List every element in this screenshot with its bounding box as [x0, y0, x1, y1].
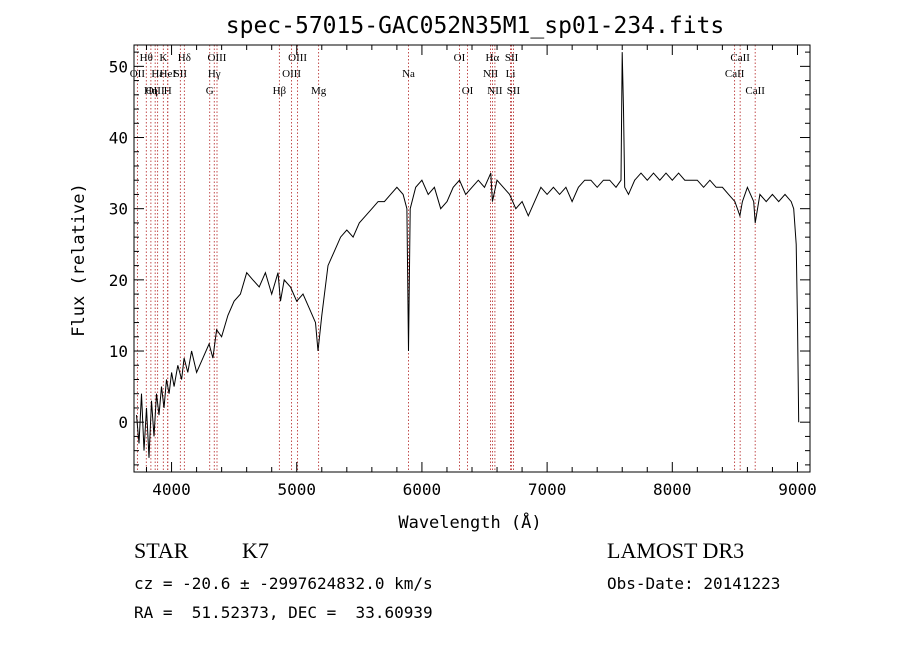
observation-date: Obs-Date: 20141223 [607, 574, 781, 593]
line-label-25: Li [506, 68, 516, 80]
line-label-10: SII [174, 68, 188, 80]
line-label-15: OI [454, 52, 466, 64]
line-label-17: Mg [311, 85, 327, 97]
x-tick-label-0: 4000 [152, 480, 191, 499]
spectrum-series-line [136, 52, 800, 458]
line-label-20: OI [462, 85, 474, 97]
y-tick-label-0: 0 [118, 413, 128, 432]
chart-title: spec-57015-GAC052N35M1_sp01-234.fits [226, 13, 725, 39]
y-tick-label-3: 30 [109, 200, 128, 219]
line-label-8: H [164, 85, 172, 97]
line-label-7: HeI [160, 68, 177, 80]
y-tick-label-1: 10 [109, 342, 128, 361]
x-tick-label-2: 6000 [403, 480, 442, 499]
line-label-19: Na [402, 68, 415, 80]
redshift-readout: cz = -20.6 ± -2997624832.0 km/s [134, 574, 433, 593]
x-tick-label-1: 5000 [277, 480, 316, 499]
x-axis-label: Wavelength (Å) [398, 511, 541, 533]
line-label-23: NII [487, 85, 503, 97]
coordinates-readout: RA = 51.52373, DEC = 33.60939 [134, 603, 433, 622]
plot-frame [133, 44, 811, 473]
line-label-6: Hδ [178, 52, 191, 64]
y-tick-label-4: 40 [109, 129, 128, 148]
line-label-12: OIII [288, 52, 307, 64]
y-axis-ticks: 0 10 20 30 40 50 [109, 51, 810, 466]
line-label-2: OIII [146, 85, 165, 97]
line-label-26: SII [507, 85, 521, 97]
line-label-18: Hα [486, 52, 500, 64]
line-label-1: OII [130, 68, 146, 80]
line-label-9: OIII [208, 52, 227, 64]
line-label-4: Hε [151, 68, 164, 80]
y-tick-label-2: 20 [109, 271, 128, 290]
x-axis-ticks: 4000 5000 6000 7000 8000 9000 [146, 45, 817, 499]
line-label-13: Hγ [208, 68, 221, 80]
x-tick-label-4: 8000 [653, 480, 692, 499]
line-label-14: Hβ [273, 85, 287, 97]
line-label-22: NII [483, 68, 499, 80]
spectral-line-markers [136, 45, 756, 472]
line-label-16: OIII [282, 68, 301, 80]
line-label-0: Hθ [140, 52, 153, 64]
line-label-28: CaII [745, 85, 765, 97]
survey-name: LAMOST DR3 [607, 538, 745, 563]
y-axis-label: Flux (relative) [69, 183, 89, 337]
object-class: STAR [134, 538, 189, 563]
line-label-3: K [159, 52, 167, 64]
x-tick-label-5: 9000 [778, 480, 817, 499]
line-label-24: CaII [730, 52, 750, 64]
spectral-line-labels: HθOIIOIIIKHεHηHδHeIHOIIISIIGOIIIHγHβOIOI… [130, 52, 766, 97]
line-label-27: CaII [725, 68, 745, 80]
x-tick-label-3: 7000 [528, 480, 567, 499]
line-label-5: Hη [144, 85, 158, 97]
line-label-21: SII [505, 52, 519, 64]
object-subclass: K7 [242, 538, 269, 563]
line-label-11: G [206, 85, 214, 97]
y-tick-label-5: 50 [109, 57, 128, 76]
